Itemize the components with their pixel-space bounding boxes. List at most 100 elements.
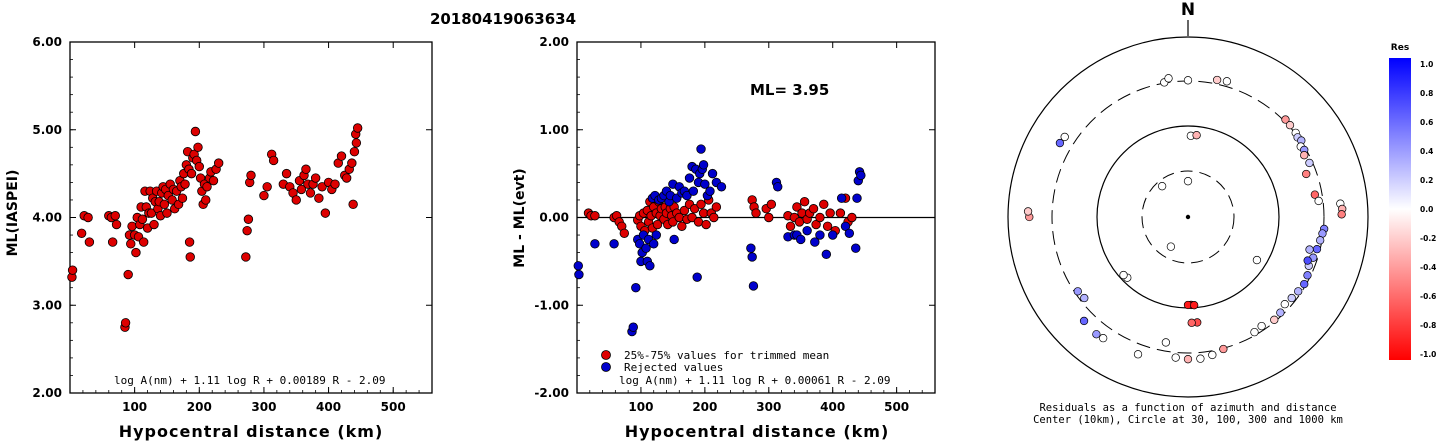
station-point <box>1164 74 1173 83</box>
station-point <box>1337 210 1346 219</box>
data-point <box>146 208 157 218</box>
station-point <box>1300 279 1309 289</box>
data-point <box>317 182 327 192</box>
legend-label-trimmed: 25%-75% values for trimmed mean <box>624 349 829 362</box>
station-point <box>1276 308 1285 317</box>
data-point <box>347 158 357 168</box>
y-tick-label: 6.00 <box>32 35 62 49</box>
station-point <box>1196 354 1205 363</box>
station-point <box>1212 75 1222 85</box>
legend-marker-trimmed <box>601 350 611 360</box>
data-point <box>698 160 709 170</box>
data-point <box>669 234 679 245</box>
data-point <box>707 168 718 179</box>
data-point <box>348 199 358 210</box>
colorbar-tick-label: -1.0 <box>1420 350 1436 359</box>
data-point <box>692 272 702 282</box>
station-point <box>1119 270 1128 280</box>
data-point <box>652 219 663 230</box>
x-tick-label: 400 <box>820 400 845 414</box>
y-axis-label: ML(IASPEI) <box>5 170 21 257</box>
data-point <box>645 261 655 271</box>
ring-30km <box>1141 170 1235 264</box>
colorbar: Res 1.0 0.8 0.6 0.4 0.2 0.0 -0.2 -0.4 -0.6 -0.8 -1… <box>1389 43 1436 360</box>
y-tick-label: 3.00 <box>32 298 62 312</box>
data-point <box>835 208 846 218</box>
data-point <box>123 269 133 280</box>
data-point <box>689 204 700 214</box>
data-point <box>159 199 170 210</box>
data-point <box>574 269 584 280</box>
station-point <box>1270 315 1279 324</box>
data-point <box>167 195 177 205</box>
data-point <box>193 142 203 153</box>
data-point <box>609 239 619 249</box>
data-point <box>836 193 847 203</box>
ring-1000km <box>1007 36 1369 398</box>
station-point <box>1302 169 1311 179</box>
panel-magnitude: 100 200 300 400 500 2.00 3.00 4.00 5.00 6.00 ML(I… <box>5 35 433 441</box>
data-point <box>202 182 212 192</box>
station-point <box>1080 293 1089 303</box>
panel-residual: 100 200 300 400 500 -2.00 -1.00 0.00 1.00 2.00 ML… <box>512 35 936 441</box>
data-point <box>184 237 195 247</box>
data-point <box>336 151 347 161</box>
y-tick-label: 5.00 <box>32 123 62 137</box>
north-label: N <box>1181 0 1195 20</box>
x-tick-label: 100 <box>628 400 653 414</box>
data-point <box>746 243 756 253</box>
station-point <box>1099 334 1108 343</box>
data-point <box>186 168 197 179</box>
y-tick-label: 2.00 <box>539 35 569 49</box>
colorbar-title: Res <box>1391 43 1409 53</box>
station-point <box>1073 287 1082 296</box>
data-point <box>822 221 833 231</box>
data-point <box>213 158 224 168</box>
data-point <box>799 197 810 207</box>
data-point <box>815 212 825 223</box>
station-point <box>1157 182 1167 191</box>
data-point <box>242 225 252 236</box>
data-point <box>590 239 600 249</box>
x-tick-label: 300 <box>756 400 781 414</box>
data-point <box>76 228 87 238</box>
station-point <box>1133 350 1143 359</box>
station-point <box>1183 76 1193 85</box>
data-point <box>711 202 722 212</box>
y-tick-label: 4.00 <box>32 211 62 225</box>
data-point <box>137 214 148 224</box>
station-point <box>1171 353 1180 362</box>
station-point <box>1318 229 1327 238</box>
tick-marks: 100 200 300 400 500 -2.00 -1.00 0.00 1.00 2.00 <box>534 35 935 414</box>
station-point <box>1303 271 1312 280</box>
ml-annotation: ML= 3.95 <box>750 81 829 99</box>
colorbar-tick-label: 0.8 <box>1420 89 1433 98</box>
caption-line-2: Center (10km), Circle at 30, 100, 300 an… <box>1033 414 1343 426</box>
data-point <box>330 179 340 189</box>
data-point <box>341 173 352 183</box>
station-point <box>1300 151 1309 160</box>
data-point <box>796 234 806 245</box>
data-point <box>700 179 710 189</box>
data-point <box>177 193 188 203</box>
x-axis-label: Hypocentral distance (km) <box>625 422 890 441</box>
data-point <box>83 212 93 223</box>
station-points <box>1023 74 1347 364</box>
y-tick-label: 2.00 <box>32 386 62 400</box>
x-axis-label: Hypocentral distance (km) <box>119 422 384 441</box>
data-point <box>751 208 761 218</box>
colorbar-ticks: 1.0 0.8 0.6 0.4 0.2 0.0 -0.2 -0.4 -0.6 -0.8 -1.0 <box>1420 60 1436 359</box>
data-point <box>243 214 254 224</box>
data-point <box>111 219 122 230</box>
data-point <box>851 243 861 253</box>
x-tick-label: 500 <box>884 400 909 414</box>
data-point <box>301 164 311 174</box>
colorbar-tick-label: -0.4 <box>1420 263 1436 272</box>
data-point <box>84 237 95 247</box>
data-point <box>126 239 136 249</box>
y-tick-label: -2.00 <box>534 386 569 400</box>
colorbar-tick-label: -0.2 <box>1420 234 1436 243</box>
data-point <box>825 208 835 218</box>
data-point <box>688 186 699 196</box>
event-id-title: 20180419063634 <box>430 10 576 28</box>
